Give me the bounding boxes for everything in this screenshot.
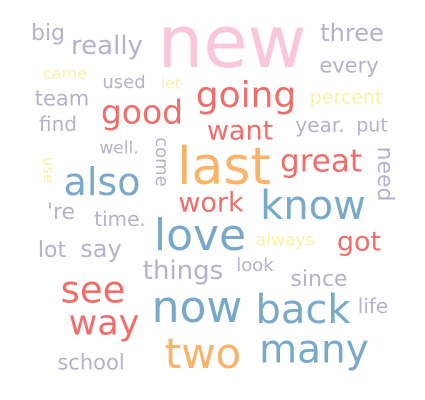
word-put: put	[356, 114, 388, 137]
word-three: three	[320, 19, 384, 47]
word-see: see	[60, 268, 126, 312]
word-let: let	[161, 74, 181, 93]
word-school: school	[57, 350, 125, 375]
word-time: time.	[94, 207, 146, 231]
word-every: every	[319, 53, 379, 78]
word-going: going	[195, 75, 297, 116]
word-lot: lot	[37, 238, 67, 263]
word-use: use	[39, 156, 58, 184]
word-since: since	[290, 267, 348, 292]
word-life: life	[357, 294, 389, 318]
word-say: say	[80, 235, 122, 263]
word-team: team	[34, 86, 90, 111]
word-look: look	[236, 255, 274, 276]
word-now: now	[151, 282, 243, 333]
word-last: last	[177, 137, 271, 197]
word-re: 're	[46, 200, 76, 225]
word-work: work	[178, 187, 244, 219]
word-great: great	[280, 143, 362, 180]
word-big: big	[30, 21, 66, 46]
word-want: want	[206, 115, 274, 147]
word-also: also	[63, 160, 141, 204]
word-percent: percent	[309, 86, 383, 109]
word-things: things	[142, 256, 224, 286]
word-good: good	[100, 92, 184, 132]
word-came: came	[42, 64, 88, 83]
word-find: find	[39, 112, 77, 136]
word-back: back	[255, 287, 351, 333]
word-well: well.	[99, 138, 139, 159]
word-come: come	[151, 137, 172, 187]
word-two: two	[164, 329, 242, 378]
word-need: need	[372, 146, 397, 202]
word-love: love	[153, 210, 247, 261]
word-used: used	[102, 72, 146, 93]
word-really: really	[71, 31, 143, 61]
word-know: know	[260, 183, 366, 229]
word-always: always	[255, 230, 315, 251]
word-year: year.	[295, 113, 345, 137]
word-way: way	[68, 303, 140, 344]
word-new: new	[157, 0, 307, 84]
word-many: many	[259, 327, 369, 373]
word-got: got	[336, 226, 382, 258]
